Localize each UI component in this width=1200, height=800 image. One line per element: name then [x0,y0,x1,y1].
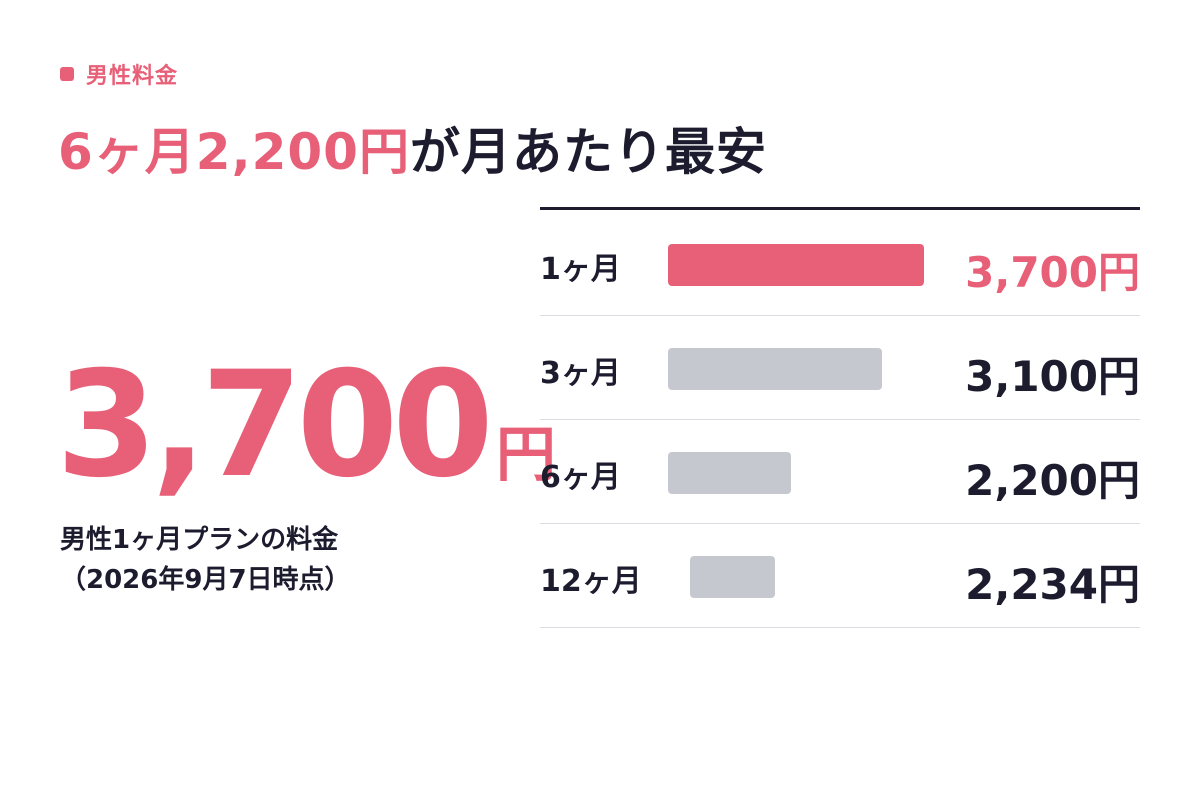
featured-price-value: 3,700 [56,340,494,510]
bar-value-label: 2,200円 [965,456,1140,505]
featured-price-caption: 男性1ヶ月プランの料金 （2026年9月7日時点） [60,520,351,600]
caption-line-2: （2026年9月7日時点） [60,565,351,595]
caption-line-1: 男性1ヶ月プランの料金 [60,525,339,555]
bar-value-label: 2,234円 [965,560,1140,609]
chart-row: 6ヶ月 2,200円 [540,419,1140,524]
featured-price: 3,700 円 [56,352,556,498]
bar-category-label: 1ヶ月 [540,252,621,287]
chart-row: 1ヶ月 3,700円 [540,211,1140,316]
chart-top-rule [540,207,1140,210]
bar-value-label: 3,100円 [965,352,1140,401]
bar [690,556,775,598]
chart-row: 12ヶ月 2,234円 [540,523,1140,628]
bar [668,348,882,390]
plan-price-bar-chart: 1ヶ月 3,700円 3ヶ月 3,100円 6ヶ月 2,200円 12ヶ月 2,234円 [540,207,1140,628]
chart-row: 3ヶ月 3,100円 [540,315,1140,420]
headline: 6ヶ月2,200円が月あたり最安 [58,112,767,184]
eyebrow-label: 男性料金 [86,64,179,89]
bar-category-label: 12ヶ月 [540,564,642,599]
eyebrow-square-icon [60,67,74,81]
headline-highlight: 6ヶ月2,200円 [58,123,410,181]
section-eyebrow: 男性料金 [60,58,178,90]
headline-rest: が月あたり最安 [409,123,767,181]
bar [668,244,924,286]
bar-category-label: 6ヶ月 [540,460,621,495]
bar-category-label: 3ヶ月 [540,356,621,391]
bar-value-label: 3,700円 [965,248,1140,297]
bar [668,452,791,494]
featured-price-unit: 円 [495,420,556,490]
